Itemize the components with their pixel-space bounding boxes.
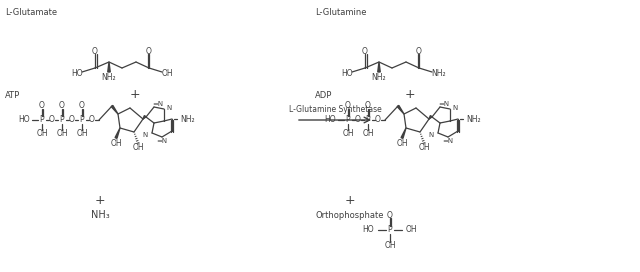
Text: OH: OH — [76, 129, 88, 138]
Text: N: N — [429, 132, 434, 138]
Text: O: O — [92, 47, 98, 55]
Text: OH: OH — [406, 225, 418, 234]
Text: O: O — [355, 116, 361, 125]
Text: =N: =N — [438, 101, 449, 107]
Text: HO: HO — [362, 225, 374, 234]
Text: O: O — [59, 101, 65, 110]
Text: P: P — [346, 116, 350, 125]
Text: +: + — [95, 193, 106, 206]
Polygon shape — [111, 106, 118, 114]
Text: P: P — [40, 116, 44, 125]
Text: HO: HO — [341, 69, 353, 78]
Text: ATP: ATP — [5, 91, 20, 100]
Text: O: O — [89, 116, 95, 125]
Text: OH: OH — [396, 138, 408, 147]
Text: +: + — [130, 88, 140, 101]
Text: L-Glutamate: L-Glutamate — [5, 8, 57, 17]
Text: OH: OH — [36, 129, 48, 138]
Text: OH: OH — [342, 129, 354, 138]
Text: Orthophosphate: Orthophosphate — [315, 211, 383, 220]
Text: P: P — [60, 116, 64, 125]
Text: N: N — [452, 105, 457, 111]
Text: O: O — [375, 116, 381, 125]
Text: OH: OH — [161, 69, 173, 78]
Polygon shape — [429, 116, 431, 119]
Text: +: + — [345, 193, 355, 206]
Text: P: P — [365, 116, 371, 125]
Text: ADP: ADP — [315, 91, 332, 100]
Text: OH: OH — [56, 129, 68, 138]
Polygon shape — [397, 106, 404, 114]
Text: O: O — [69, 116, 75, 125]
Text: O: O — [146, 47, 152, 55]
Text: O: O — [345, 101, 351, 110]
Text: OH: OH — [384, 242, 396, 251]
Text: HO: HO — [19, 116, 30, 125]
Text: O: O — [362, 47, 368, 55]
Text: O: O — [416, 47, 422, 55]
Text: OH: OH — [418, 144, 430, 153]
Text: HO: HO — [324, 116, 336, 125]
Polygon shape — [143, 116, 146, 119]
Text: NH₂: NH₂ — [102, 73, 116, 82]
Text: O: O — [49, 116, 55, 125]
Text: =N: =N — [152, 101, 163, 107]
Text: OH: OH — [132, 144, 144, 153]
Polygon shape — [108, 62, 110, 72]
Text: =N: =N — [442, 138, 454, 144]
Text: N: N — [166, 105, 172, 111]
Text: L-Glutamine: L-Glutamine — [315, 8, 367, 17]
Text: =N: =N — [156, 138, 168, 144]
Text: O: O — [79, 101, 85, 110]
Text: O: O — [387, 211, 393, 220]
Text: NH₃: NH₃ — [91, 210, 109, 220]
Polygon shape — [378, 62, 380, 72]
Text: P: P — [388, 225, 392, 234]
Text: NH₂: NH₂ — [466, 115, 481, 123]
Text: HO: HO — [71, 69, 83, 78]
Text: OH: OH — [110, 138, 122, 147]
Text: N: N — [143, 132, 148, 138]
Polygon shape — [115, 128, 120, 138]
Text: L-Glutamine Synthetase: L-Glutamine Synthetase — [289, 105, 381, 114]
Text: NH₂: NH₂ — [432, 69, 446, 78]
Text: +: + — [404, 88, 415, 101]
Text: O: O — [365, 101, 371, 110]
Text: NH₂: NH₂ — [372, 73, 387, 82]
Text: NH₂: NH₂ — [180, 115, 195, 123]
Polygon shape — [401, 128, 406, 138]
Text: OH: OH — [362, 129, 374, 138]
Text: P: P — [80, 116, 84, 125]
Text: O: O — [39, 101, 45, 110]
